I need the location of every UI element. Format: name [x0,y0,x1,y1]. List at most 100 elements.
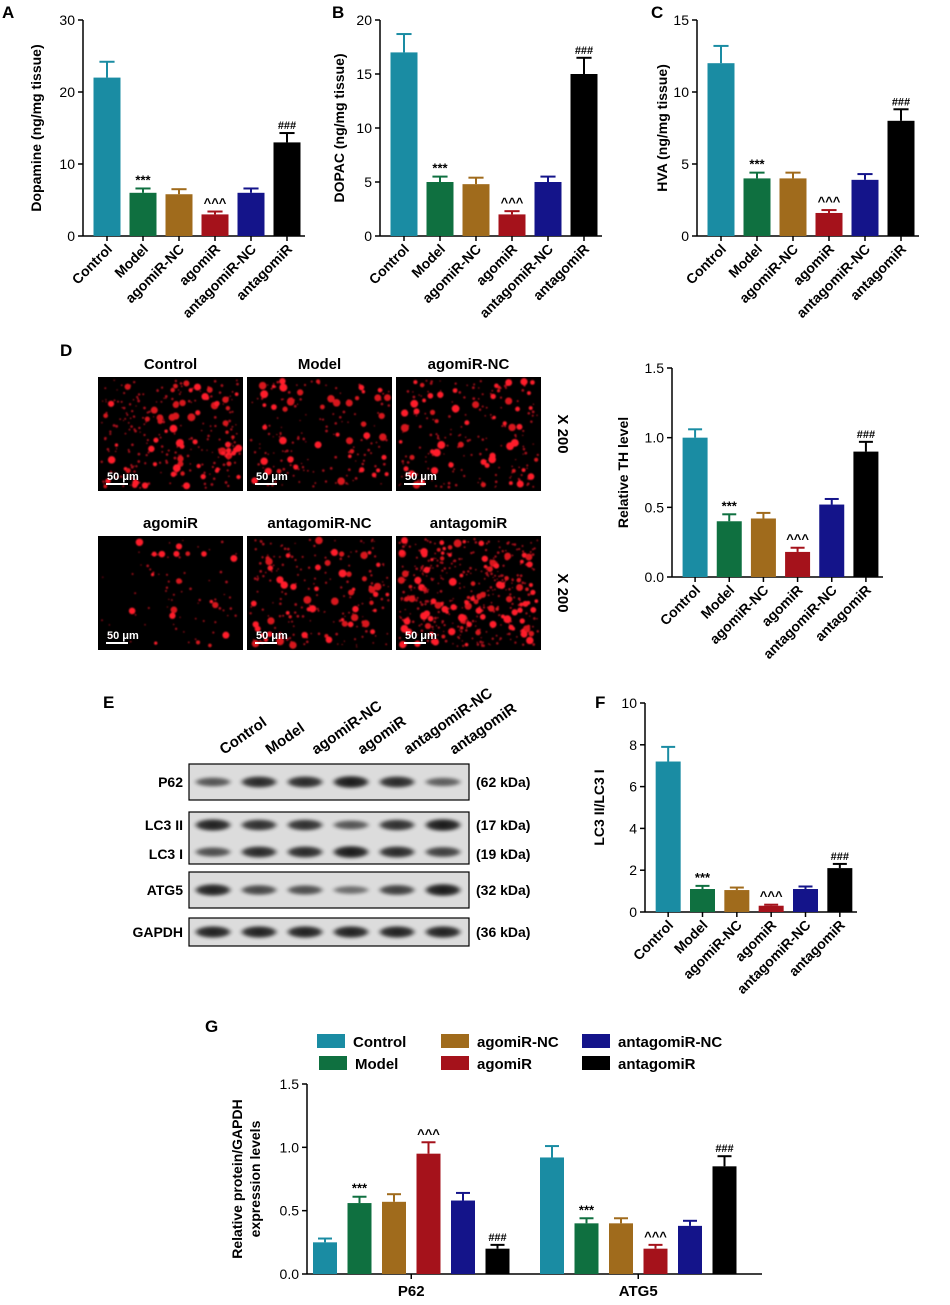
speckle [521,545,524,547]
speckle [427,452,430,455]
speckle [421,572,424,575]
micrograph-model: Model 50 μm [247,356,392,491]
speckle [434,552,437,555]
speckle [525,612,528,615]
y-axis-label: HVA (ng/mg tissue) [654,64,670,192]
speckle [348,564,351,567]
cell [370,629,376,635]
speckle [381,581,384,583]
speckle [272,465,275,468]
speckle [299,568,302,571]
cell [384,394,391,402]
y-axis-label: DOPAC (ng/mg tissue) [331,53,347,202]
speckle [361,462,365,466]
blot-membrane [188,811,470,865]
speckle [203,471,206,474]
speckle [187,399,191,403]
bar-model [690,889,715,912]
cell [308,605,317,613]
cell [466,595,471,600]
speckle [375,441,378,444]
speckle [504,425,507,428]
speckle [446,444,449,447]
cell [324,559,331,566]
speckle [451,401,454,403]
speckle [371,547,374,550]
cell [464,420,470,426]
speckle [129,484,131,486]
speckle [301,555,304,558]
blot-membrane [188,871,470,909]
speckle [305,414,307,416]
speckle [317,609,320,612]
speckle [179,382,183,385]
significance-mark: ^^^ [818,194,841,209]
protein-label: LC3 I [149,846,183,862]
cell [285,611,290,615]
blot-row-lc3-ii: LC3 II LC3 I (17 kDa) (19 kDa) [145,811,530,865]
speckle [516,574,519,577]
speckle [510,475,512,477]
cell [170,606,178,614]
speckle [414,565,416,568]
speckle [113,399,116,402]
micrograph-antagomir-nc: antagomiR-NC 50 μm [247,515,392,650]
speckle [228,475,230,478]
speckle [501,424,504,428]
speckle [231,438,234,441]
speckle [522,453,524,455]
speckle [411,620,415,624]
speckle [262,574,265,578]
speckle [473,383,476,386]
speckle [132,399,135,401]
speckle [435,433,438,436]
speckle [492,576,494,579]
legend-swatch [582,1056,610,1070]
cell [451,404,460,413]
speckle [277,568,279,570]
cell [516,584,524,592]
speckle [419,601,422,604]
speckle [476,641,479,644]
cell [170,387,175,393]
bar-p62-agomir-nc [382,1201,406,1274]
speckle [218,607,222,610]
cell [473,599,479,605]
speckle [211,465,214,469]
speckle [272,382,275,385]
speckle [498,546,501,549]
cell [450,604,457,611]
cell [423,610,431,617]
speckle [280,545,282,547]
cell [279,383,288,392]
speckle [533,617,536,620]
speckle [401,460,405,463]
speckle [235,432,238,435]
band [193,883,233,897]
speckle [370,597,372,599]
cell [335,432,340,437]
speckle [418,425,422,428]
speckle [267,453,269,455]
bar-agomir [758,905,784,912]
speckle [101,619,103,622]
speckle [527,593,531,597]
cell [200,473,206,480]
speckle [462,570,466,574]
speckle [490,601,493,604]
legend-label: agomiR-NC [477,1034,559,1051]
speckle [373,540,375,543]
band [285,845,325,859]
speckle [497,594,500,598]
y-tick-label: 0 [364,228,372,244]
speckle [334,539,336,542]
speckle [213,461,216,465]
speckle [402,590,405,594]
speckle [478,387,480,389]
speckle [404,473,408,477]
speckle [341,612,345,615]
speckle [272,602,274,604]
bar-antagomir-nc [534,182,562,236]
cell [314,564,321,571]
